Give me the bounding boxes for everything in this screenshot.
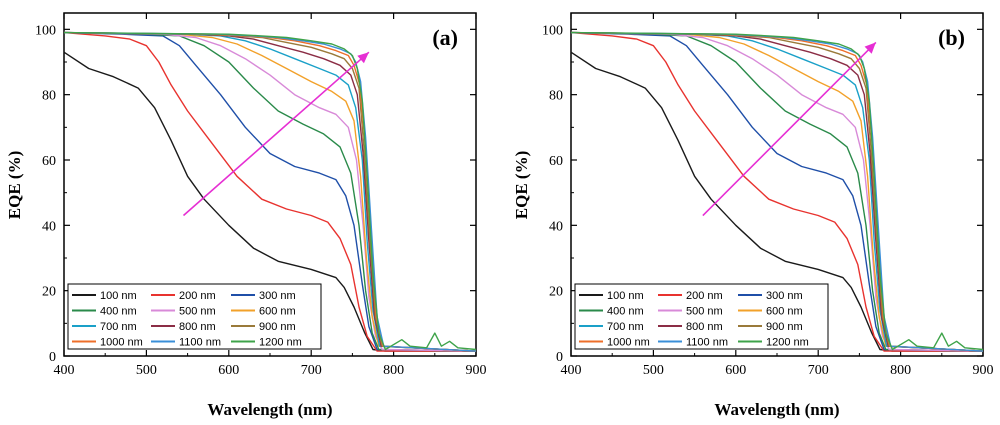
y-tick-label: 80 bbox=[42, 89, 56, 104]
y-axis-label-b: EQE (%) bbox=[512, 151, 531, 219]
legend-label: 600 nm bbox=[259, 306, 296, 318]
legend-label: 500 nm bbox=[179, 306, 216, 318]
series-line-700-nm bbox=[63, 31, 477, 352]
x-tick-label: 600 bbox=[218, 363, 239, 378]
y-tick-label: 40 bbox=[42, 219, 56, 234]
panel-a: 400 500 600 700 800 900 0 20 40 60 80 100 100 nm 20… bbox=[5, 12, 487, 419]
series-line-1200-nm bbox=[570, 31, 984, 351]
trend-arrow-shaft bbox=[182, 51, 370, 217]
series-line-800-nm bbox=[63, 31, 477, 352]
legend-a: 100 nm 200 nm 300 nm 400 nm 500 nm 600 nm 700 … bbox=[67, 283, 322, 350]
legend-label: 100 nm bbox=[100, 290, 137, 302]
legend-label: 900 nm bbox=[259, 321, 296, 333]
panel-label-a: (a) bbox=[432, 25, 458, 50]
legend-label: 100 nm bbox=[607, 290, 644, 302]
trend-arrow-b bbox=[702, 41, 877, 217]
legend-b: 100 nm 200 nm 300 nm 400 nm 500 nm 600 nm 700 … bbox=[574, 283, 829, 350]
legend-label: 700 nm bbox=[100, 321, 137, 333]
y-ticks-a: 0 20 40 60 80 100 bbox=[35, 23, 476, 365]
x-axis-label-b: Wavelength (nm) bbox=[714, 400, 839, 419]
x-tick-label: 500 bbox=[136, 363, 157, 378]
legend-label: 1200 nm bbox=[766, 337, 809, 349]
series-line-200-nm bbox=[570, 31, 983, 352]
legend-label: 800 nm bbox=[686, 321, 723, 333]
trend-arrow-shaft bbox=[702, 41, 877, 217]
trend-arrow-a bbox=[182, 51, 370, 217]
x-tick-label: 500 bbox=[643, 363, 664, 378]
series-line-800-nm bbox=[570, 31, 984, 352]
legend-label: 500 nm bbox=[686, 306, 723, 318]
legend-label: 400 nm bbox=[100, 306, 137, 318]
trend-arrow-head bbox=[357, 52, 369, 64]
panel-b: 400 500 600 700 800 900 0 20 40 60 80 100 100 nm 20… bbox=[512, 12, 994, 419]
series-line-300-nm bbox=[63, 31, 477, 352]
x-tick-label: 600 bbox=[725, 363, 746, 378]
y-tick-label: 20 bbox=[549, 285, 563, 300]
legend-label: 300 nm bbox=[766, 290, 803, 302]
series-line-200-nm bbox=[63, 31, 476, 352]
y-tick-label: 40 bbox=[549, 219, 563, 234]
legend-label: 200 nm bbox=[686, 290, 723, 302]
series-line-600-nm bbox=[570, 31, 984, 352]
x-tick-label: 700 bbox=[808, 363, 829, 378]
curves-b bbox=[570, 31, 984, 352]
y-axis-label-a: EQE (%) bbox=[5, 151, 24, 219]
y-tick-label: 0 bbox=[49, 350, 56, 365]
x-ticks-b: 400 500 600 700 800 900 bbox=[561, 13, 994, 378]
x-axis-label-a: Wavelength (nm) bbox=[207, 400, 332, 419]
series-line-400-nm bbox=[570, 31, 984, 352]
legend-label: 300 nm bbox=[259, 290, 296, 302]
x-tick-label: 800 bbox=[890, 363, 911, 378]
x-tick-label: 800 bbox=[383, 363, 404, 378]
legend-label: 700 nm bbox=[607, 321, 644, 333]
series-line-100-nm bbox=[570, 51, 983, 352]
series-line-300-nm bbox=[570, 31, 984, 352]
legend-label: 600 nm bbox=[766, 306, 803, 318]
x-tick-label: 700 bbox=[301, 363, 322, 378]
series-line-1200-nm bbox=[63, 31, 477, 351]
y-tick-label: 60 bbox=[549, 154, 563, 169]
y-tick-label: 20 bbox=[42, 285, 56, 300]
y-tick-label: 80 bbox=[549, 89, 563, 104]
legend-label: 1200 nm bbox=[259, 337, 302, 349]
legend-label: 1000 nm bbox=[100, 337, 143, 349]
panel-label-b: (b) bbox=[938, 25, 965, 50]
series-line-100-nm bbox=[63, 51, 476, 352]
x-tick-label: 900 bbox=[973, 363, 994, 378]
series-line-600-nm bbox=[63, 31, 477, 352]
legend-box bbox=[574, 283, 829, 350]
trend-arrow-head bbox=[864, 42, 876, 54]
legend-label: 1100 nm bbox=[179, 337, 221, 349]
x-ticks-a: 400 500 600 700 800 900 bbox=[54, 13, 487, 378]
y-tick-label: 0 bbox=[556, 350, 563, 365]
legend-label: 800 nm bbox=[179, 321, 216, 333]
y-ticks-b: 0 20 40 60 80 100 bbox=[542, 23, 983, 365]
y-tick-label: 100 bbox=[542, 23, 563, 38]
y-tick-label: 60 bbox=[42, 154, 56, 169]
legend-label: 200 nm bbox=[179, 290, 216, 302]
legend-box bbox=[67, 283, 322, 350]
series-line-400-nm bbox=[63, 31, 477, 352]
legend-label: 1100 nm bbox=[686, 337, 728, 349]
legend-label: 400 nm bbox=[607, 306, 644, 318]
x-tick-label: 400 bbox=[561, 363, 582, 378]
x-tick-label: 400 bbox=[54, 363, 75, 378]
curves-a bbox=[63, 31, 477, 352]
legend-label: 1000 nm bbox=[607, 337, 650, 349]
x-tick-label: 900 bbox=[466, 363, 487, 378]
legend-label: 900 nm bbox=[766, 321, 803, 333]
y-tick-label: 100 bbox=[35, 23, 56, 38]
